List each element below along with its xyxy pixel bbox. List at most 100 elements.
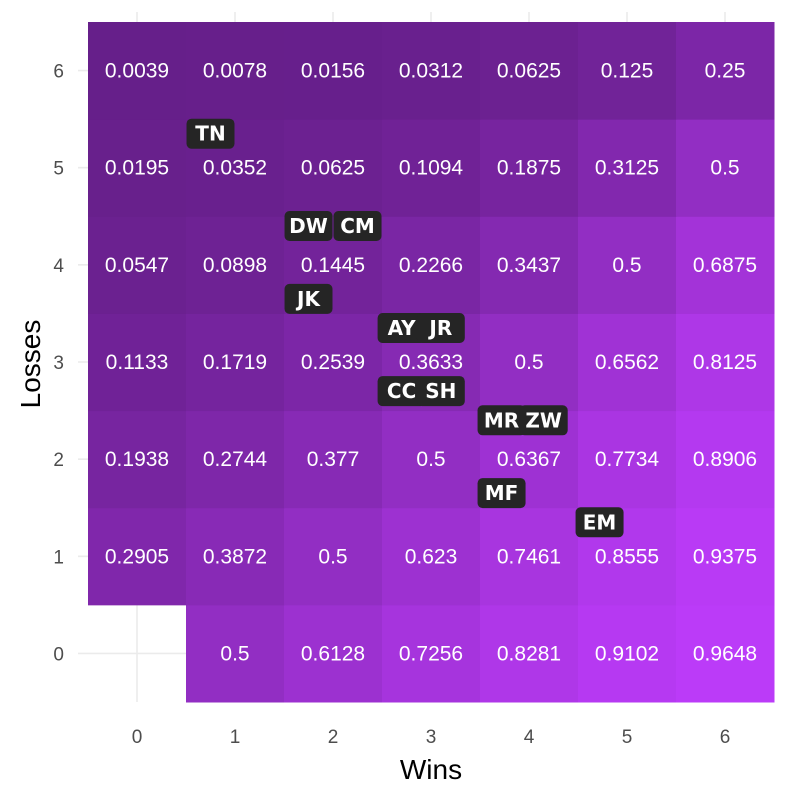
cell-value-label: 0.5 <box>416 448 445 471</box>
x-axis-ticks: 0 1 2 3 4 5 6 <box>132 727 731 748</box>
cell-value-label: 0.5 <box>514 351 543 374</box>
name-badge: CC <box>377 376 426 407</box>
cell-value-label: 0.125 <box>601 60 654 83</box>
cell-value-label: 0.6562 <box>595 351 659 374</box>
heatmap-cell <box>578 410 677 509</box>
cell-value-labels: 0.5 0.6128 0.7256 0.8281 0.9102 0.9648 0.2905 0… <box>105 60 757 666</box>
heatmap-cell <box>88 410 187 509</box>
name-badge: TN <box>186 118 235 149</box>
name-badge: DW <box>284 211 333 241</box>
name-badge-label: EM <box>583 510 617 534</box>
name-badge-label: MR <box>484 408 519 432</box>
cell-value-label: 0.1875 <box>497 157 561 180</box>
name-badge-label: CC <box>387 379 416 403</box>
name-badge-background <box>416 313 465 343</box>
x-tick-label: 0 <box>132 727 143 748</box>
heatmap-cell <box>676 604 775 703</box>
cell-value-label: 0.3872 <box>203 545 267 568</box>
name-badge-background <box>477 478 526 509</box>
cell-value-label: 0.2905 <box>105 545 169 568</box>
heatmap-cell <box>676 313 775 412</box>
name-badge: JR <box>416 313 465 343</box>
heatmap-cell <box>186 410 285 509</box>
name-badge-label: DW <box>289 214 328 238</box>
name-badge: SH <box>416 376 465 407</box>
heatmap-cell <box>284 604 383 703</box>
name-badge-background <box>186 118 235 149</box>
cell-value-label: 0.377 <box>307 448 360 471</box>
heatmap-cell <box>578 216 677 314</box>
heatmap-cell <box>186 22 285 120</box>
name-badge-label: AY <box>388 316 417 340</box>
name-badge-background <box>575 507 624 538</box>
heatmap-cell <box>284 313 383 412</box>
name-badge-background <box>284 211 333 241</box>
cell-value-label: 0.0078 <box>203 60 267 83</box>
name-badge-label: SH <box>425 379 456 403</box>
heatmap-cell <box>578 22 677 120</box>
cell-value-label: 0.8906 <box>693 448 757 471</box>
cell-value-label: 0.3633 <box>399 351 463 374</box>
heatmap-cell <box>382 507 481 606</box>
name-badge: EM <box>575 507 624 538</box>
heatmap-cell <box>88 507 187 606</box>
cell-value-label: 0.5 <box>318 545 347 568</box>
y-axis-title: Losses <box>15 320 46 409</box>
x-tick-label: 1 <box>230 727 241 748</box>
cell-value-label: 0.0625 <box>497 60 561 83</box>
cell-value-label: 0.9648 <box>693 642 757 665</box>
y-tick-label: 0 <box>53 644 64 665</box>
cell-value-label: 0.0625 <box>301 157 365 180</box>
heatmap-cell <box>676 119 775 217</box>
name-badge-background <box>519 405 568 436</box>
name-badge-background <box>477 405 526 436</box>
heatmap-cell <box>284 22 383 120</box>
x-axis-title: Wins <box>400 754 462 785</box>
heatmap-cell <box>578 119 677 217</box>
heatmap-cell <box>88 216 187 314</box>
heatmap-cell <box>382 604 481 703</box>
cell-value-label: 0.6875 <box>693 254 757 277</box>
name-badge-background <box>333 211 382 241</box>
heatmap-cell <box>382 22 481 120</box>
heatmap-cell <box>186 507 285 606</box>
name-annotations: TN DW CM JK AY JR CC SH MR ZW MF EM <box>186 118 624 538</box>
name-badge-label: JR <box>427 316 452 340</box>
heatmap-cell <box>382 119 481 217</box>
cell-value-label: 0.0898 <box>203 254 267 277</box>
heatmap-cell <box>480 604 579 703</box>
name-badge: CM <box>333 211 382 241</box>
cell-value-label: 0.0312 <box>399 60 463 83</box>
heatmap-cell <box>382 216 481 314</box>
cell-value-label: 0.6128 <box>301 642 365 665</box>
y-tick-label: 6 <box>53 62 64 83</box>
heatmap-cell <box>480 119 579 217</box>
cell-value-label: 0.3125 <box>595 157 659 180</box>
name-badge-label: MF <box>485 481 519 505</box>
x-tick-label: 4 <box>524 727 535 748</box>
name-badge-background <box>416 376 465 407</box>
heatmap-cell <box>186 313 285 412</box>
cell-value-label: 0.7461 <box>497 545 561 568</box>
heatmap-cell <box>284 410 383 509</box>
cell-value-label: 0.0195 <box>105 157 169 180</box>
heatmap-cell <box>88 313 187 412</box>
heatmap-cell <box>284 119 383 217</box>
x-tick-label: 3 <box>426 727 437 748</box>
heatmap-cell <box>88 22 187 120</box>
name-badge: ZW <box>519 405 568 436</box>
heatmap-cell <box>676 216 775 314</box>
y-tick-label: 2 <box>53 450 64 471</box>
cell-value-label: 0.6367 <box>497 448 561 471</box>
name-badge: MF <box>477 478 526 509</box>
heatmap-cell <box>382 410 481 509</box>
heatmap-cell <box>578 313 677 412</box>
heatmap-cell <box>676 410 775 509</box>
y-tick-label: 3 <box>53 353 64 374</box>
cell-value-label: 0.8281 <box>497 642 561 665</box>
name-badge-background <box>284 283 333 314</box>
y-tick-label: 1 <box>53 547 64 568</box>
cell-value-label: 0.5 <box>612 254 641 277</box>
cell-value-label: 0.0156 <box>301 60 365 83</box>
